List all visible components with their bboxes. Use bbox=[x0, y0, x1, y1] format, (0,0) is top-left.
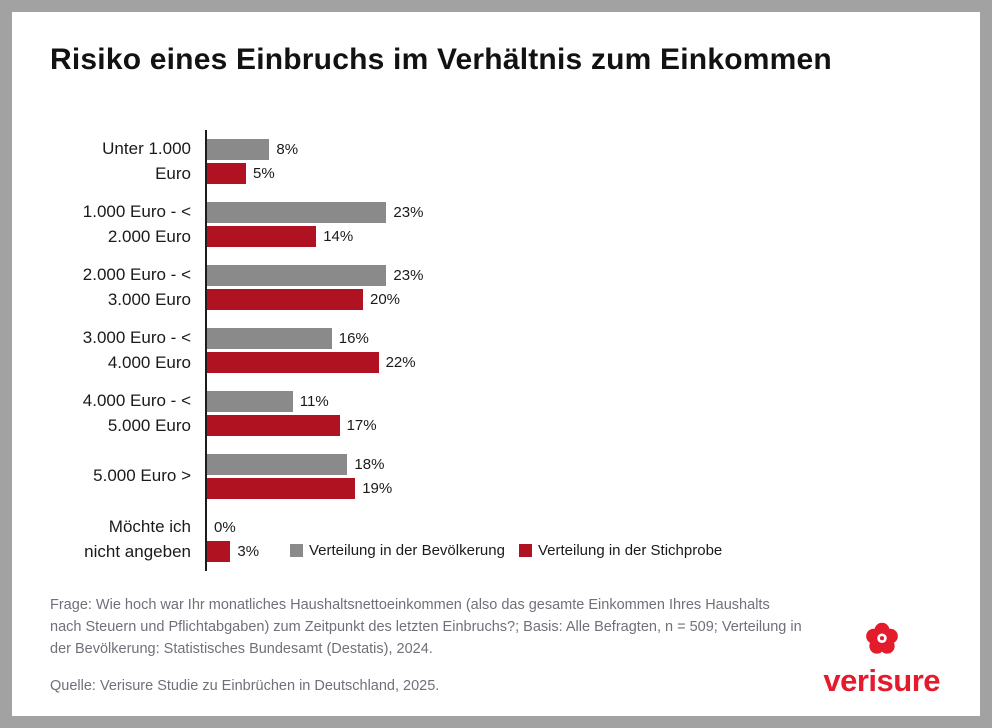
footer: Frage: Wie hoch war Ihr monatliches Haus… bbox=[50, 595, 802, 698]
chart-row: 2.000 Euro - < 3.000 Euro 23% 20% bbox=[50, 256, 810, 319]
source-text: Quelle: Verisure Studie zu Einbrüchen in… bbox=[50, 678, 440, 695]
bar-value-label: 23% bbox=[393, 267, 424, 284]
chart-row: Unter 1.000 Euro 8% 5% bbox=[50, 130, 810, 193]
sample-bar-line: 17% bbox=[207, 415, 810, 436]
category-label: Unter 1.000 Euro bbox=[102, 138, 191, 183]
category-label: 1.000 Euro - < 2.000 Euro bbox=[82, 201, 191, 246]
bar-value-label: 8% bbox=[276, 141, 299, 158]
population-bar-line: 18% bbox=[207, 454, 810, 475]
verisure-wordmark: verisure bbox=[823, 663, 940, 698]
row-plot: 11% 17% bbox=[205, 382, 810, 445]
category-label: 4.000 Euro - < 5.000 Euro bbox=[82, 390, 191, 435]
sample-bar-line: 5% bbox=[207, 163, 810, 184]
sample-legend-swatch bbox=[518, 544, 532, 557]
sample-legend-label: Verteilung in der Stichprobe bbox=[537, 542, 723, 559]
sample-bar bbox=[207, 415, 340, 436]
bar-value-label: 14% bbox=[323, 228, 354, 245]
bar-value-label: 5% bbox=[253, 165, 275, 182]
population-bar bbox=[207, 139, 270, 160]
population-bar-line: 8% bbox=[207, 139, 810, 160]
population-bar-line: 16% bbox=[207, 328, 810, 349]
bar-value-label: 17% bbox=[346, 417, 377, 434]
category-label: 5.000 Euro > bbox=[93, 466, 191, 486]
legend-item-population: Verteilung in der Bevölkerung bbox=[290, 542, 505, 559]
population-bar-line: 11% bbox=[207, 391, 810, 412]
population-bar bbox=[207, 328, 332, 349]
bar-chart: Unter 1.000 Euro 8% 5% 1.000 Euro - < 2.000… bbox=[50, 130, 810, 571]
bar-value-label: 23% bbox=[393, 204, 424, 221]
bar-value-label: 22% bbox=[385, 354, 416, 371]
chart-row: Möchte ich nicht angeben 0% 3% bbox=[50, 508, 810, 571]
verisure-logo: verisure bbox=[823, 620, 940, 696]
bar-value-label: 19% bbox=[362, 480, 393, 497]
sample-bar bbox=[207, 352, 379, 373]
legend-item-sample: Verteilung in der Stichprobe bbox=[518, 542, 723, 559]
sample-bar-line: 20% bbox=[207, 289, 810, 310]
sample-bar-line: 22% bbox=[207, 352, 810, 373]
row-plot: 18% 19% bbox=[205, 445, 810, 508]
sample-bar bbox=[207, 226, 317, 247]
verisure-flower-icon bbox=[863, 620, 901, 663]
sample-bar bbox=[207, 478, 356, 499]
sample-bar-line: 14% bbox=[207, 226, 810, 247]
row-plot: 0% 3% bbox=[205, 508, 810, 571]
sample-bar-line: 19% bbox=[207, 478, 810, 499]
row-plot: 8% 5% bbox=[205, 130, 810, 193]
bar-value-label: 11% bbox=[299, 393, 329, 410]
bar-value-label: 3% bbox=[237, 543, 260, 560]
sample-bar bbox=[207, 289, 363, 310]
footnote-text: Frage: Wie hoch war Ihr monatliches Haus… bbox=[50, 597, 802, 657]
population-legend-swatch bbox=[290, 544, 303, 557]
bar-value-label: 18% bbox=[354, 456, 385, 473]
bar-value-label: 0% bbox=[214, 519, 236, 536]
chart-rows: Unter 1.000 Euro 8% 5% 1.000 Euro - < 2.000… bbox=[50, 130, 810, 571]
sample-bar-line: 3% bbox=[207, 541, 810, 562]
chart-row: 4.000 Euro - < 5.000 Euro 11% 17% bbox=[50, 382, 810, 445]
chart-row: 1.000 Euro - < 2.000 Euro 23% 14% bbox=[50, 193, 810, 256]
population-bar bbox=[207, 265, 387, 286]
population-bar-line: 23% bbox=[207, 202, 810, 223]
row-plot: 16% 22% bbox=[205, 319, 810, 382]
bar-value-label: 16% bbox=[338, 330, 369, 347]
chart-row: 3.000 Euro - < 4.000 Euro 16% 22% bbox=[50, 319, 810, 382]
population-bar bbox=[207, 202, 387, 223]
category-label: 3.000 Euro - < 4.000 Euro bbox=[82, 327, 191, 372]
page-title: Risiko eines Einbruchs im Verhältnis zum… bbox=[50, 43, 832, 76]
category-label: Möchte ich nicht angeben bbox=[84, 516, 191, 561]
population-bar bbox=[207, 391, 293, 412]
population-bar bbox=[207, 454, 348, 475]
row-plot: 23% 14% bbox=[205, 193, 810, 256]
population-legend-label: Verteilung in der Bevölkerung bbox=[309, 542, 505, 559]
sample-bar bbox=[207, 541, 231, 562]
sample-bar bbox=[207, 163, 246, 184]
chart-row: 5.000 Euro >18% 19% bbox=[50, 445, 810, 508]
population-bar-line: 0% bbox=[207, 517, 810, 538]
bar-value-label: 20% bbox=[370, 291, 401, 308]
population-bar-line: 23% bbox=[207, 265, 810, 286]
chart-legend: Verteilung in der Bevölkerung Verteilung… bbox=[290, 542, 722, 559]
row-plot: 23% 20% bbox=[205, 256, 810, 319]
infographic-card: Risiko eines Einbruchs im Verhältnis zum… bbox=[12, 12, 980, 716]
category-label: 2.000 Euro - < 3.000 Euro bbox=[82, 264, 191, 309]
